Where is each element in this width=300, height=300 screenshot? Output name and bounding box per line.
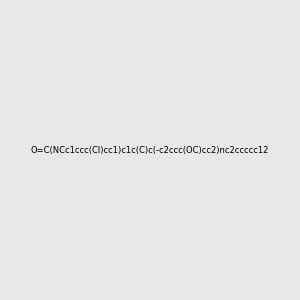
Text: O=C(NCc1ccc(Cl)cc1)c1c(C)c(-c2ccc(OC)cc2)nc2ccccc12: O=C(NCc1ccc(Cl)cc1)c1c(C)c(-c2ccc(OC)cc2… <box>31 146 269 154</box>
